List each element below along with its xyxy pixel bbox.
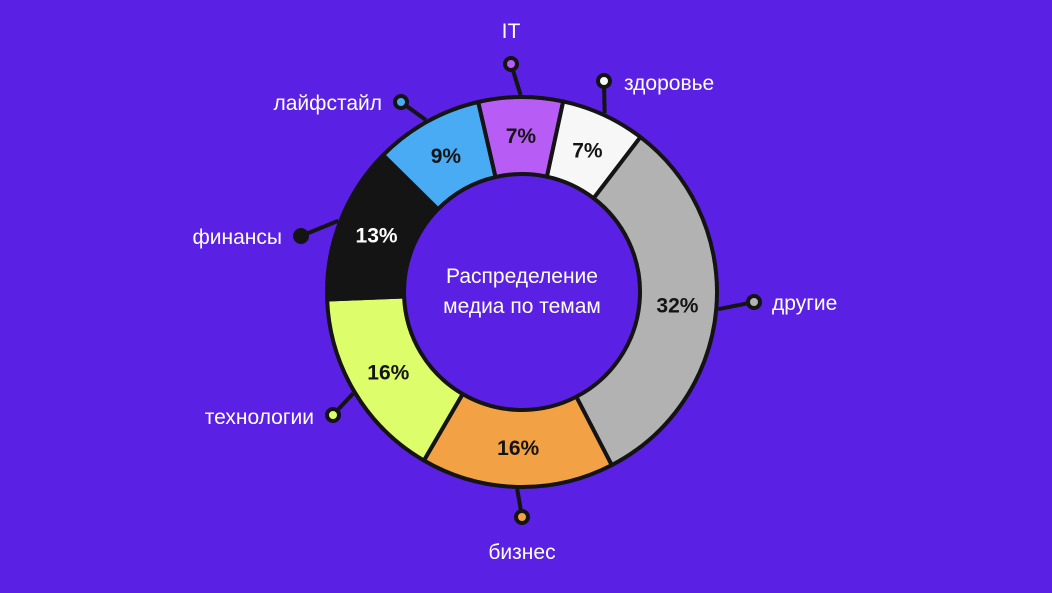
- value-label-6: 13%: [356, 225, 398, 248]
- category-labels-group: IT здоровье другие бизнес технологии финансы л…: [193, 20, 838, 564]
- connectors-group: [293, 56, 762, 525]
- legend-dot-7: [393, 94, 409, 110]
- legend-dot-3: [746, 294, 762, 310]
- chart-title-line-1: Распределение: [446, 265, 598, 288]
- category-label-6: финансы: [193, 226, 282, 249]
- chart-title-line-2: медиа по темам: [443, 295, 601, 318]
- legend-dot-4: [514, 509, 530, 525]
- value-labels-group: 7% 7% 32% 16% 16% 13% 9%: [356, 125, 699, 460]
- donut-slice-7: [381, 99, 498, 212]
- category-label-4: бизнес: [488, 541, 555, 564]
- value-label-2: 7%: [572, 139, 603, 162]
- category-label-2: здоровье: [624, 72, 714, 95]
- category-label-5: технологии: [205, 406, 314, 429]
- value-label-1: 7%: [506, 125, 537, 148]
- value-label-5: 16%: [367, 361, 409, 384]
- value-label-3: 32%: [656, 295, 698, 318]
- slices-group: [325, 95, 719, 489]
- category-label-1: IT: [502, 20, 521, 43]
- category-label-3: другие: [772, 292, 837, 315]
- donut-slice-3: [574, 135, 719, 468]
- legend-dot-1: [503, 56, 519, 72]
- legend-dot-5: [325, 407, 341, 423]
- legend-dot-2: [596, 73, 612, 89]
- category-label-7: лайфстайл: [274, 92, 383, 115]
- value-label-7: 9%: [431, 145, 462, 168]
- value-label-4: 16%: [497, 437, 539, 460]
- legend-dot-6: [293, 228, 309, 244]
